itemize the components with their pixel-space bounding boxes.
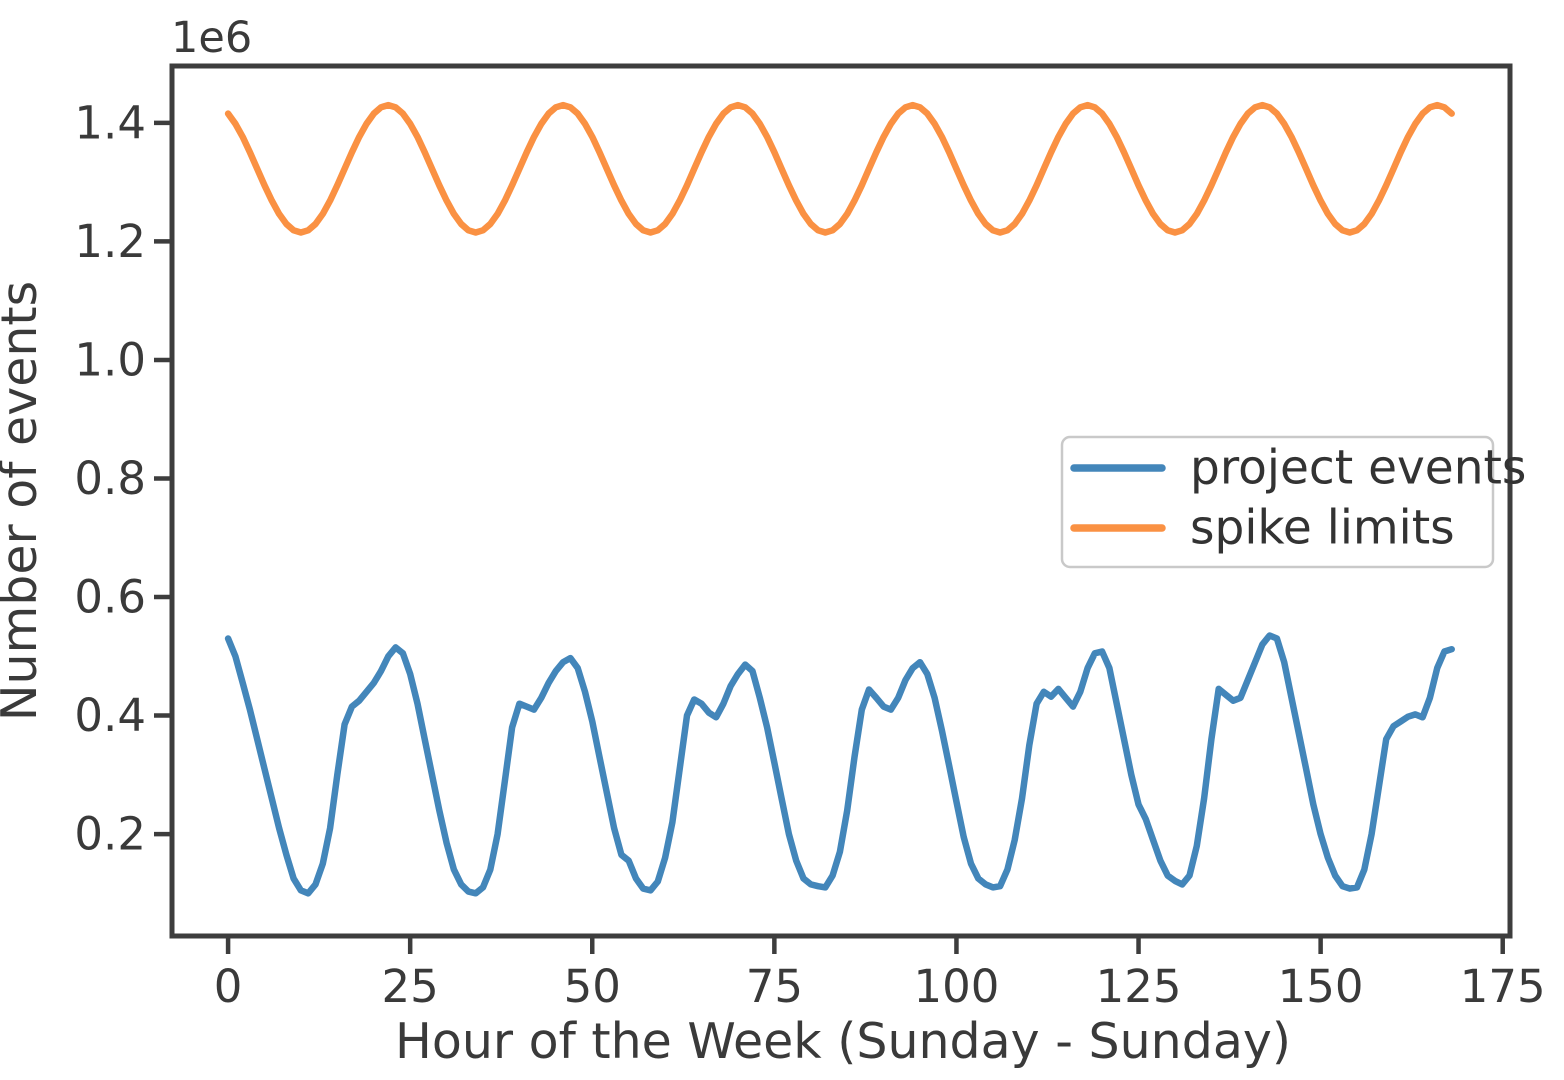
project-events-line: [224, 632, 1455, 897]
x-tick-label: 75: [746, 960, 803, 1013]
x-tick-label: 0: [214, 960, 243, 1013]
x-axis-label: Hour of the Week (Sunday - Sunday): [395, 1013, 1291, 1070]
x-tick-label: 125: [1096, 960, 1182, 1013]
legend: project events spike limits: [1060, 435, 1526, 569]
y-tick-label: 0.2: [74, 808, 146, 861]
x-tick-label: 25: [382, 960, 439, 1013]
x-tick-label: 100: [913, 960, 999, 1013]
x-axis-ticks: 0 25 50 75 100 125 150 175: [214, 936, 1546, 1013]
legend-label-spike-limits: spike limits: [1190, 501, 1455, 556]
legend-label-project-events: project events: [1190, 441, 1526, 496]
y-axis-offset-text: 1e6: [171, 13, 252, 63]
y-tick-label: 1.2: [74, 215, 146, 268]
y-tick-label: 1.0: [74, 333, 146, 386]
y-tick-label: 0.8: [74, 452, 146, 505]
spike-limits-line: [224, 101, 1455, 236]
y-tick-label: 0.4: [74, 689, 146, 742]
y-axis-label: Number of events: [0, 281, 48, 721]
y-axis-ticks: 0.2 0.4 0.6 0.8 1.0 1.2 1.4: [74, 96, 172, 861]
legend-box: [1060, 435, 1495, 569]
y-tick-label: 1.4: [74, 96, 146, 149]
x-tick-label: 175: [1460, 960, 1546, 1013]
x-tick-label: 50: [564, 960, 621, 1013]
y-tick-label: 0.6: [74, 571, 146, 624]
plot-border: [169, 63, 1513, 939]
x-tick-label: 150: [1278, 960, 1364, 1013]
